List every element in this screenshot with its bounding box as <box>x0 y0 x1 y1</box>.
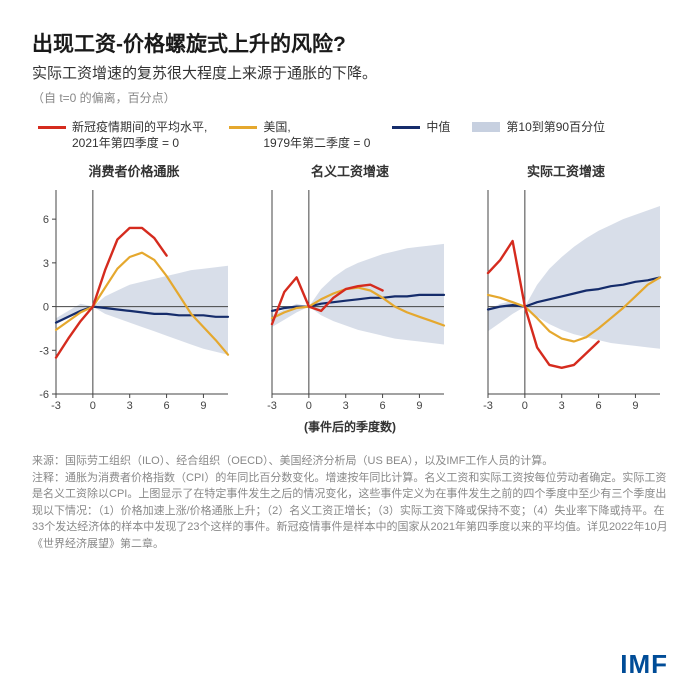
svg-text:-3: -3 <box>483 400 493 412</box>
panel-title: 实际工资增速 <box>464 161 668 180</box>
svg-text:-3: -3 <box>39 345 49 357</box>
legend-label: 2021年第四季度 = 0 <box>72 136 207 152</box>
svg-text:3: 3 <box>343 400 349 412</box>
svg-text:9: 9 <box>200 400 206 412</box>
imf-logo: IMF <box>620 649 668 680</box>
svg-text:-3: -3 <box>267 400 277 412</box>
x-axis-label: (事件后的季度数) <box>32 418 668 435</box>
svg-text:0: 0 <box>306 400 312 412</box>
chart-svg: -3 0 3 6 9 <box>464 184 664 414</box>
legend-label: 美国, <box>263 120 370 136</box>
svg-text:6: 6 <box>43 214 49 226</box>
chart-svg: -3 0 3 6 9 <box>248 184 448 414</box>
legend-item-us: 美国, 1979年第二季度 = 0 <box>229 120 370 151</box>
legend-swatch-covid <box>38 126 66 129</box>
svg-text:9: 9 <box>416 400 422 412</box>
svg-text:0: 0 <box>522 400 528 412</box>
svg-text:0: 0 <box>43 302 49 314</box>
chart-subtitle: 实际工资增速的复苏很大程度上来源于通胀的下降。 <box>32 62 668 83</box>
svg-text:-3: -3 <box>51 400 61 412</box>
legend-label: 1979年第二季度 = 0 <box>263 136 370 152</box>
source-line: 来源：国际劳工组织（ILO）、经合组织（OECD）、美国经济分析局（US BEA… <box>32 453 668 470</box>
legend-label: 新冠疫情期间的平均水平, <box>72 120 207 136</box>
legend-label: 第10到第90百分位 <box>506 120 605 136</box>
svg-text:0: 0 <box>90 400 96 412</box>
legend-swatch-band <box>472 122 500 132</box>
svg-text:3: 3 <box>559 400 565 412</box>
chart-title: 出现工资-价格螺旋式上升的风险? <box>32 28 668 58</box>
chart-panel: 实际工资增速 -3 0 3 6 9 <box>464 161 668 414</box>
panel-title: 名义工资增速 <box>248 161 452 180</box>
svg-text:6: 6 <box>164 400 170 412</box>
chart-panel: 消费者价格通胀-30369-6-3036 <box>32 161 236 414</box>
chart-panels: 消费者价格通胀-30369-6-3036名义工资增速-30369实际工资增速-3… <box>32 161 668 414</box>
legend-item-band: 第10到第90百分位 <box>472 120 605 136</box>
panel-title: 消费者价格通胀 <box>32 161 236 180</box>
legend-item-median: 中值 <box>392 120 450 136</box>
svg-text:9: 9 <box>632 400 638 412</box>
legend-swatch-us <box>229 126 257 129</box>
legend-label: 中值 <box>426 120 450 136</box>
chart-units: （自 t=0 的偏离，百分点） <box>32 89 668 106</box>
svg-text:-6: -6 <box>39 389 49 401</box>
notes-line: 注释：通胀为消费者价格指数（CPI）的年同比百分数变化。增速按年同比计算。名义工… <box>32 470 668 553</box>
sources-notes: 来源：国际劳工组织（ILO）、经合组织（OECD）、美国经济分析局（US BEA… <box>32 453 668 552</box>
svg-text:3: 3 <box>43 258 49 270</box>
svg-text:6: 6 <box>596 400 602 412</box>
svg-text:3: 3 <box>127 400 133 412</box>
chart-svg: -30369-6-3036 <box>32 184 232 414</box>
chart-panel: 名义工资增速 -3 0 3 6 9 <box>248 161 452 414</box>
legend-swatch-median <box>392 126 420 129</box>
svg-text:6: 6 <box>380 400 386 412</box>
legend-item-covid: 新冠疫情期间的平均水平, 2021年第四季度 = 0 <box>38 120 207 151</box>
legend: 新冠疫情期间的平均水平, 2021年第四季度 = 0 美国, 1979年第二季度… <box>32 120 668 151</box>
